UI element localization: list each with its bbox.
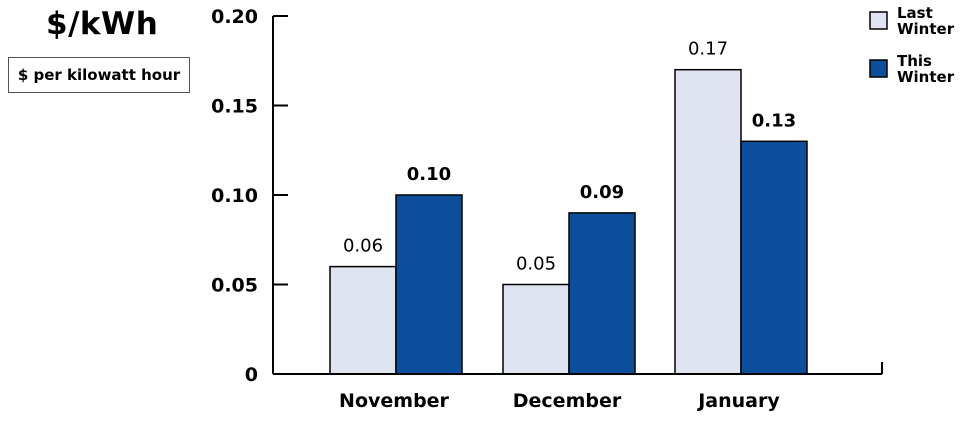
data-label-this-winter: 0.13 [752,110,796,131]
bars [329,68,808,375]
data-label-this-winter: 0.10 [407,164,451,185]
x-category-label: November [339,390,450,412]
x-axis: November December January [273,362,883,412]
legend-swatch-last-winter [869,11,888,30]
y-axis: 0 0.05 0.10 0.15 0.20 [211,6,288,386]
y-tick-label: 0.20 [211,6,258,28]
unit-label-box: $ per kilowatt hour [8,57,190,93]
bar-this-winter [740,140,808,375]
y-tick-label: 0.15 [211,96,258,118]
x-category-label: January [696,390,780,412]
legend-swatch-this-winter [869,59,888,78]
legend-label: Winter [897,20,955,38]
unit-label: $ per kilowatt hour [17,66,181,84]
bar-last-winter [502,283,570,375]
y-tick-label: 0 [245,364,258,386]
data-label-this-winter: 0.09 [580,182,624,203]
data-label-last-winter: 0.17 [688,39,728,60]
legend-label: Winter [897,68,955,86]
data-labels: 0.06 0.05 0.17 0.10 0.09 0.13 [343,39,796,275]
data-label-last-winter: 0.06 [343,236,383,257]
legend-label: This [897,52,932,70]
y-tick-label: 0.05 [211,275,258,297]
y-tick-label: 0.10 [211,185,258,207]
x-category-label: December [513,390,622,412]
legend-label: Last [897,4,933,22]
bar-last-winter [674,68,742,375]
bar-this-winter [395,194,463,375]
data-label-last-winter: 0.05 [516,254,556,275]
chart-title: $/kWh [46,6,159,42]
bar-this-winter [568,212,636,375]
bar-last-winter [329,265,397,375]
